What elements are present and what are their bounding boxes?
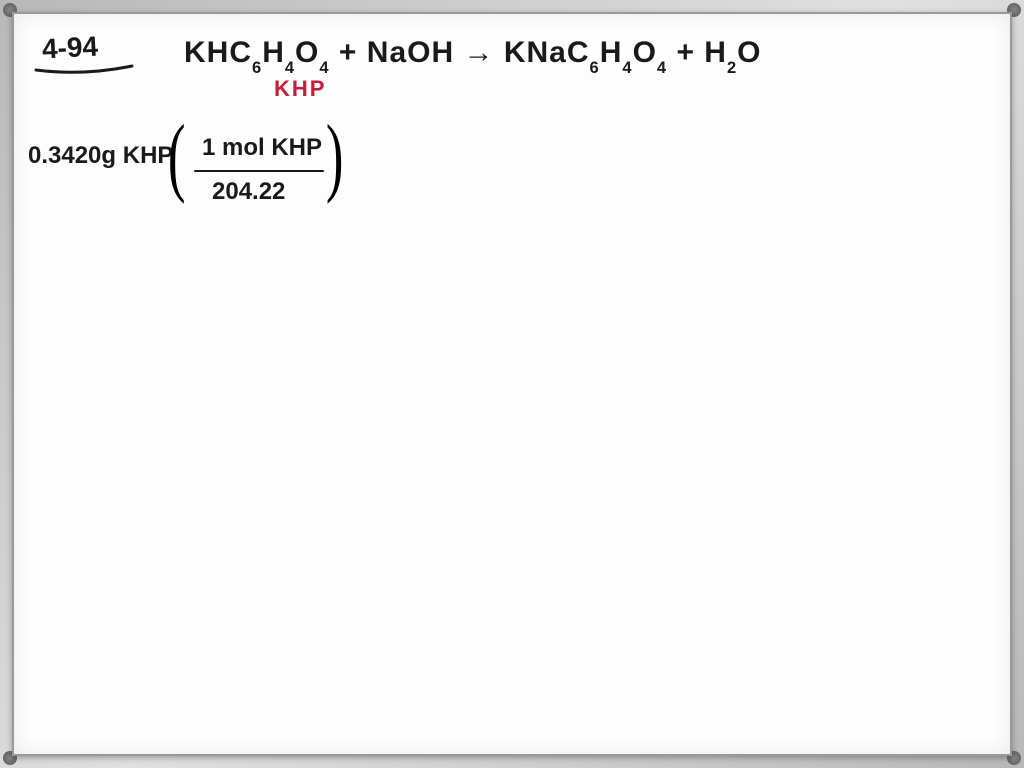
product-2: H2O xyxy=(704,36,761,69)
fraction-bar xyxy=(194,170,324,172)
mass-given: 0.3420g KHP xyxy=(28,142,173,170)
right-paren: ) xyxy=(326,106,344,207)
reactant-2: NaOH xyxy=(367,36,454,69)
whiteboard-surface: 4-94 KHC6H4O4 + NaOH → KNaC6H4O4 + H2O K… xyxy=(12,12,1012,756)
fraction-denominator: 204.22 xyxy=(212,178,285,206)
plus-2: + xyxy=(676,36,704,69)
problem-underline xyxy=(34,64,134,84)
reactant-1: KHC6H4O4 xyxy=(184,36,339,69)
product-1: KNaC6H4O4 xyxy=(504,36,677,69)
chemical-equation: KHC6H4O4 + NaOH → KNaC6H4O4 + H2O xyxy=(184,36,762,74)
left-paren: ( xyxy=(168,106,186,207)
plus-1: + xyxy=(339,36,367,69)
reaction-arrow: → xyxy=(463,36,503,69)
problem-number: 4-94 xyxy=(41,31,99,66)
whiteboard-frame: 4-94 KHC6H4O4 + NaOH → KNaC6H4O4 + H2O K… xyxy=(0,0,1024,768)
fraction-numerator: 1 mol KHP xyxy=(202,134,322,162)
khp-annotation: KHP xyxy=(274,76,326,102)
